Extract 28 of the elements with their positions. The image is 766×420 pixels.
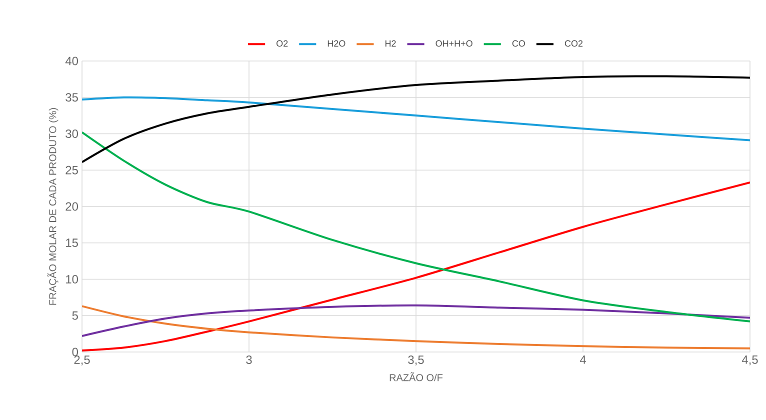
x-tick-label: 2,5 (74, 356, 90, 366)
legend-label: H2 (385, 40, 396, 47)
y-tick-label: 25 (66, 166, 78, 174)
y-tick-label: 20 (66, 202, 78, 211)
legend-label: OH+H+O (436, 40, 472, 47)
x-axis-title: RAZÃO O/F (390, 372, 443, 382)
y-tick-label: 40 (65, 56, 78, 66)
y-tick-label: 10 (66, 274, 78, 284)
line-series (82, 131, 750, 322)
legend-label: CO2 (564, 40, 583, 47)
line-series (82, 75, 750, 164)
line-series (82, 96, 750, 142)
x-tick-label: 3,5 (408, 356, 424, 366)
y-tick-label: 30 (66, 130, 78, 138)
legend-label: CO (512, 40, 525, 47)
legend-label: O2 (276, 40, 288, 47)
y-tick-label: 0 (72, 348, 78, 356)
x-tick-label: 4,5 (742, 356, 758, 366)
line-series (82, 305, 750, 350)
y-tick-label: 35 (66, 93, 78, 102)
legend-label: H2O (328, 40, 346, 47)
y-tick-label: 15 (66, 238, 78, 248)
line-series (82, 304, 750, 337)
y-tick-label: 5 (72, 311, 78, 320)
line-series (82, 181, 750, 352)
x-tick-label: 3 (246, 356, 252, 364)
x-tick-label: 4 (580, 356, 586, 364)
y-axis-title: FRAÇÃO MOLAR DE CADA PRODUTO (%) (47, 108, 58, 305)
